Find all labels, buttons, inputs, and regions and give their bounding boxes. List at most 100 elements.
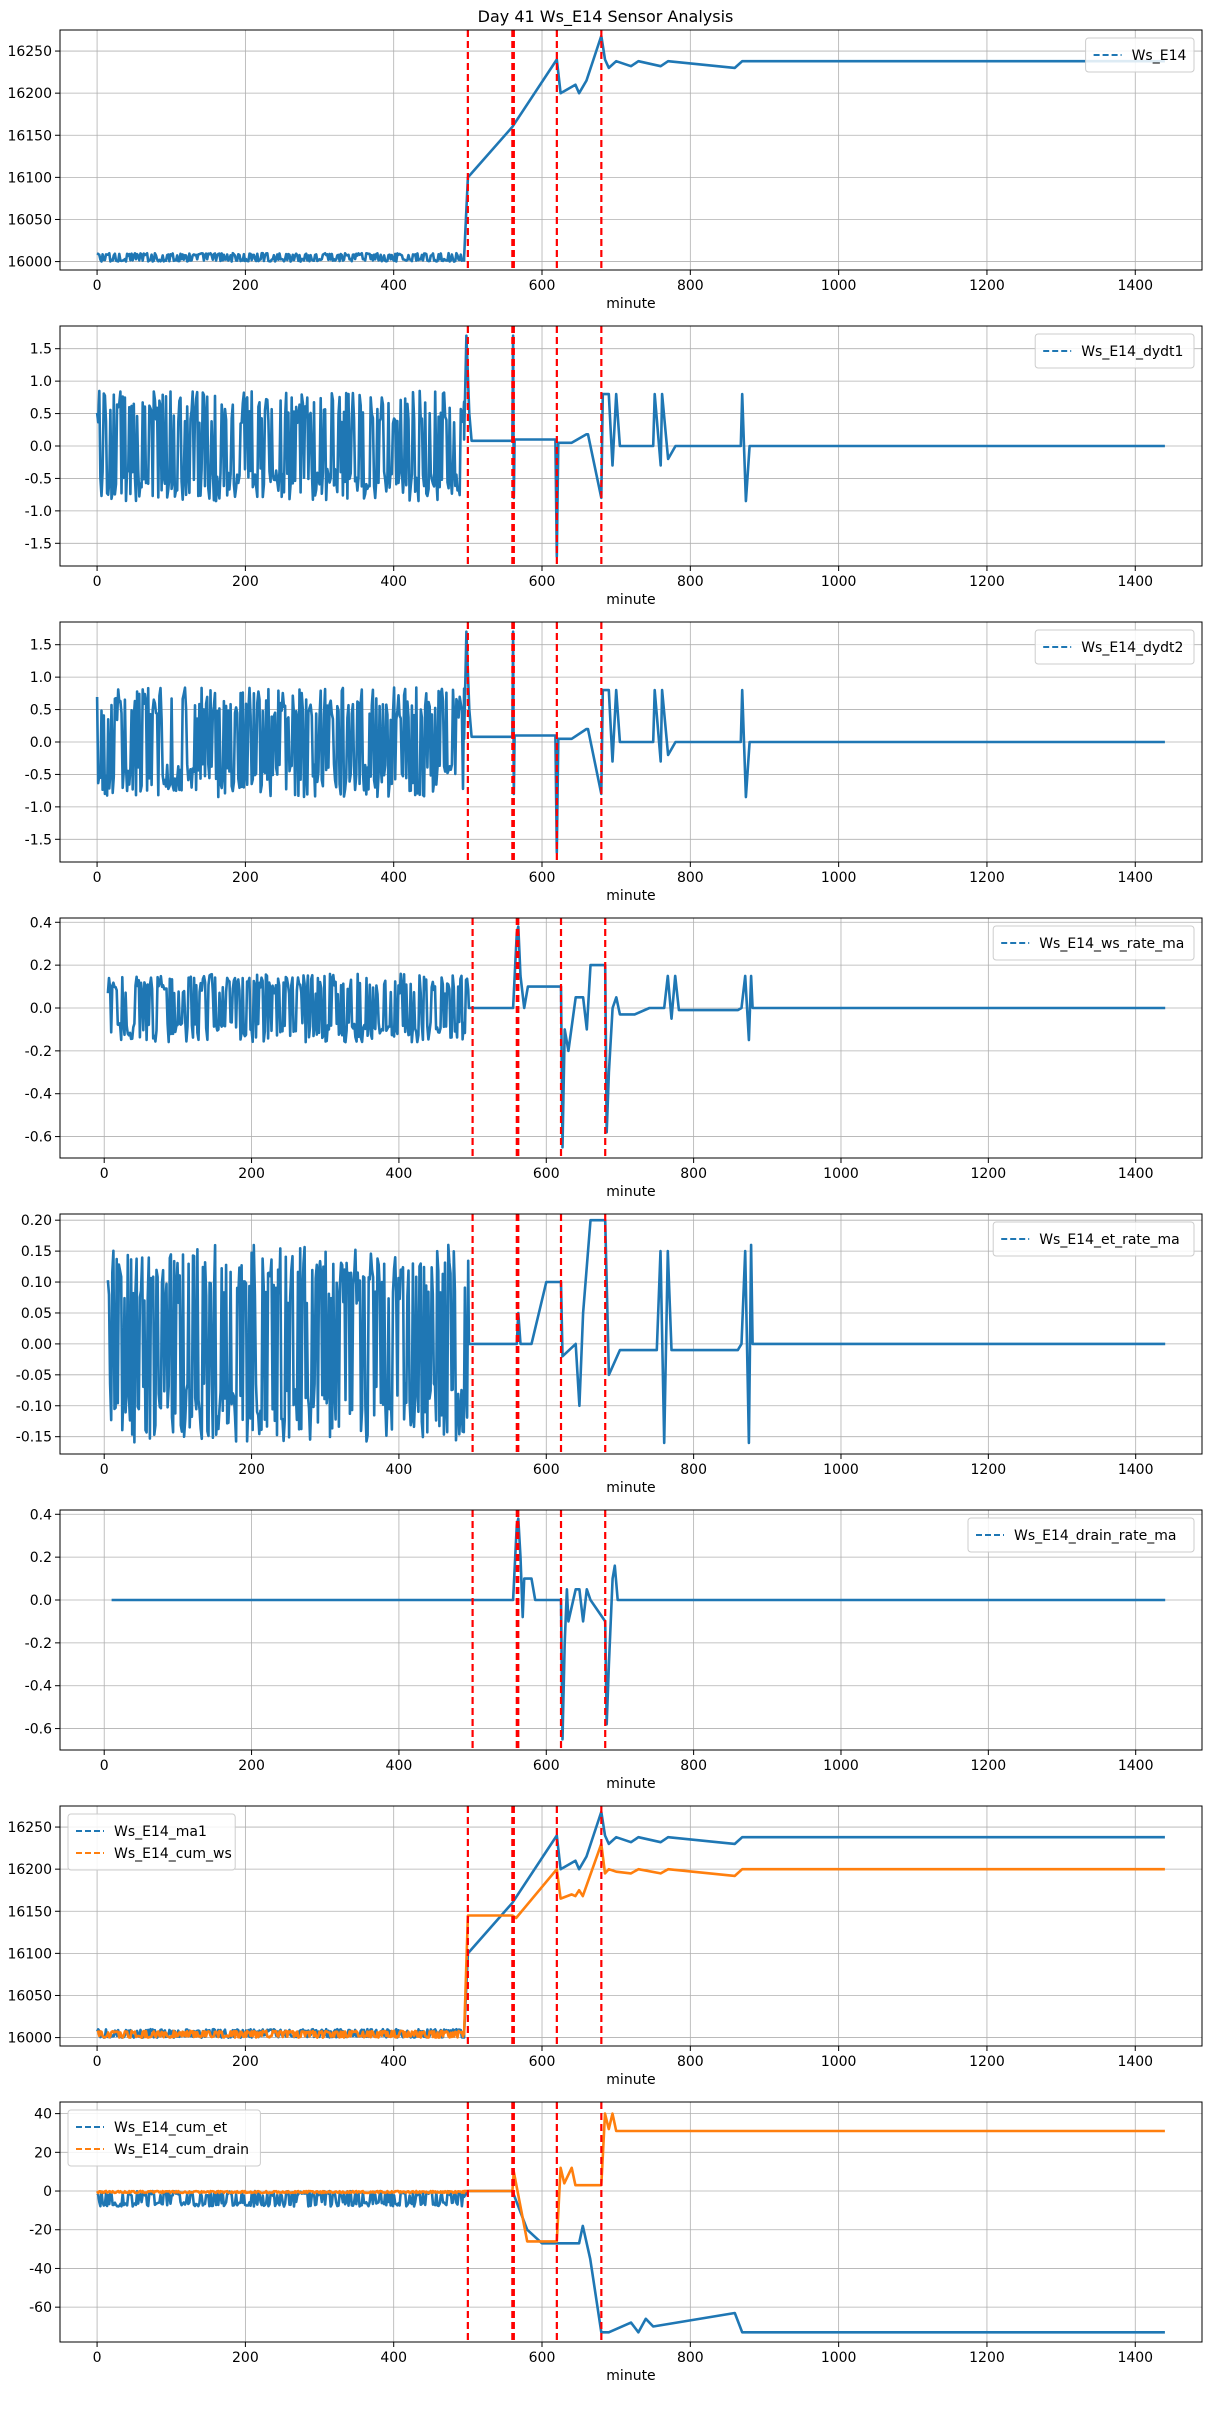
x-tick-label: 1200 xyxy=(971,1758,1007,1774)
legend-box xyxy=(992,1221,1195,1257)
chart-panel-2: 0 200 400 600 800 1000 1200 1400 -1.5 -1.0 -0.5 0.0… xyxy=(25,325,1203,608)
x-tick-label: 1400 xyxy=(1118,1166,1154,1182)
x-tick-label: 200 xyxy=(232,574,259,590)
legend: Ws_E14_dydt1 xyxy=(1034,333,1195,369)
y-tick-label: 1.0 xyxy=(30,374,52,390)
legend-entry: Ws_E14_cum_ws xyxy=(114,1846,232,1862)
x-tick-label: 800 xyxy=(680,1758,707,1774)
axes-frame xyxy=(59,917,1203,1159)
series-line-Ws_E14_drain_rate_ma xyxy=(111,1517,1166,1741)
y-tick-label: -60 xyxy=(29,2300,52,2316)
series-line-Ws_E14_dydt1 xyxy=(95,334,1165,558)
y-tick-label: -0.2 xyxy=(25,1636,52,1652)
chart-panel-4: 0 200 400 600 800 1000 1200 1400 -0.6 -0.4 -0.2 0.0… xyxy=(25,915,1203,1200)
plot-area xyxy=(95,326,1165,566)
y-tick-label: 1.5 xyxy=(30,638,52,654)
y-tick-label: 20 xyxy=(34,2145,52,2161)
y-tick-label: 1.5 xyxy=(30,342,52,358)
x-tick-label: 1200 xyxy=(969,574,1005,590)
y-tick-label: 0.0 xyxy=(30,1001,52,1017)
chart-panels: 0 200 400 600 800 1000 1200 1400160001605016100… xyxy=(7,29,1203,2384)
x-tick-label: 1400 xyxy=(1117,2350,1153,2366)
x-tick-label: 0 xyxy=(100,1166,109,1182)
y-tick-label: -0.4 xyxy=(25,1679,52,1695)
chart-panel-1: 0 200 400 600 800 1000 1200 1400 16000 16050 16100… xyxy=(7,29,1203,312)
y-tick-label: 16250 xyxy=(7,1820,52,1836)
chart-panel-8: 0 200 400 600 800 1000 1200 1400 -60 -40 -20 0 20 40 m… xyxy=(29,2101,1203,2384)
x-tick-label: 1200 xyxy=(969,870,1005,886)
axes-frame xyxy=(59,1805,1203,2047)
x-tick-label: 600 xyxy=(529,574,556,590)
x-tick-label: 400 xyxy=(380,278,407,294)
legend-box xyxy=(1034,629,1195,665)
plot-area xyxy=(95,2102,1165,2342)
x-axis-label: minute xyxy=(606,888,655,904)
chart-panel-3: 0 200 400 600 800 1000 1200 1400 -1.5 -1.0 -0.5 0.0… xyxy=(25,621,1203,904)
legend-entry: Ws_E14_cum_et xyxy=(114,2120,228,2136)
series-line-Ws_E14_ma1 xyxy=(95,1810,1165,2039)
axes-frame xyxy=(59,2101,1203,2343)
x-tick-label: 200 xyxy=(232,2350,259,2366)
plot-area xyxy=(95,622,1165,862)
grid xyxy=(60,30,1202,270)
x-tick-label: 0 xyxy=(93,278,102,294)
y-tick-label: -0.5 xyxy=(25,471,52,487)
x-tick-label: 600 xyxy=(529,2350,556,2366)
legend-entry: Ws_E14_et_rate_ma xyxy=(1039,1232,1180,1248)
x-tick-label: 600 xyxy=(533,1462,560,1478)
y-tick-label: -0.5 xyxy=(25,767,52,783)
legend-entry: Ws_E14_ma1 xyxy=(114,1824,207,1840)
x-axis-label: minute xyxy=(606,2072,655,2088)
x-tick-label: 800 xyxy=(677,870,704,886)
plot-area xyxy=(106,1214,1166,1454)
x-tick-label: 1400 xyxy=(1118,1462,1154,1478)
y-tick-label: 40 xyxy=(34,2107,52,2123)
series-line-Ws_E14_ws_rate_ma xyxy=(106,925,1166,1149)
x-tick-label: 800 xyxy=(677,574,704,590)
x-tick-label: 200 xyxy=(232,278,259,294)
legend: Ws_E14_ws_rate_ma xyxy=(992,925,1195,961)
y-tick-label: 16100 xyxy=(7,1946,52,1962)
y-tick-label: 0.0 xyxy=(30,735,52,751)
y-tick-label: 0.4 xyxy=(30,1507,52,1523)
x-tick-label: 400 xyxy=(380,574,407,590)
y-tick-label: 16200 xyxy=(7,1862,52,1878)
y-tick-label: -1.5 xyxy=(25,536,52,552)
x-tick-label: 1000 xyxy=(821,2054,857,2070)
y-tick-label: -0.05 xyxy=(16,1368,52,1384)
x-tick-label: 1200 xyxy=(969,2054,1005,2070)
x-tick-label: 800 xyxy=(680,1462,707,1478)
legend-entry: Ws_E14_dydt1 xyxy=(1081,344,1183,360)
x-tick-label: 1200 xyxy=(971,1166,1007,1182)
x-axis-label: minute xyxy=(606,1184,655,1200)
y-tick-label: 0.4 xyxy=(30,915,52,931)
figure-title: Day 41 Ws_E14 Sensor Analysis xyxy=(478,7,734,27)
y-tick-label: 16050 xyxy=(7,212,52,228)
series-line-Ws_E14 xyxy=(96,34,1165,263)
x-tick-label: 1400 xyxy=(1117,2054,1153,2070)
legend-box xyxy=(992,925,1195,961)
y-tick-label: 16000 xyxy=(7,255,52,271)
plot-area xyxy=(111,1510,1166,1750)
y-tick-label: 16000 xyxy=(7,2031,52,2047)
x-tick-label: 1000 xyxy=(823,1758,859,1774)
axes-frame xyxy=(59,1213,1203,1455)
x-tick-label: 200 xyxy=(232,870,259,886)
x-tick-label: 400 xyxy=(386,1462,413,1478)
x-axis-label: minute xyxy=(606,1776,655,1792)
x-tick-label: 1000 xyxy=(823,1462,859,1478)
x-tick-label: 0 xyxy=(100,1758,109,1774)
legend: Ws_E14_dydt2 xyxy=(1034,629,1195,665)
x-tick-label: 0 xyxy=(100,1462,109,1478)
y-tick-label: 0.00 xyxy=(21,1337,52,1353)
plot-area xyxy=(95,1806,1165,2046)
y-tick-label: -0.6 xyxy=(25,1130,52,1146)
x-tick-label: 400 xyxy=(380,870,407,886)
x-tick-label: 200 xyxy=(238,1758,265,1774)
x-tick-label: 200 xyxy=(238,1462,265,1478)
y-tick-label: 16050 xyxy=(7,1988,52,2004)
legend: Ws_E14_cum_et Ws_E14_cum_drain xyxy=(67,2109,261,2167)
x-tick-label: 1200 xyxy=(969,278,1005,294)
y-tick-label: -0.2 xyxy=(25,1044,52,1060)
x-tick-label: 600 xyxy=(529,278,556,294)
